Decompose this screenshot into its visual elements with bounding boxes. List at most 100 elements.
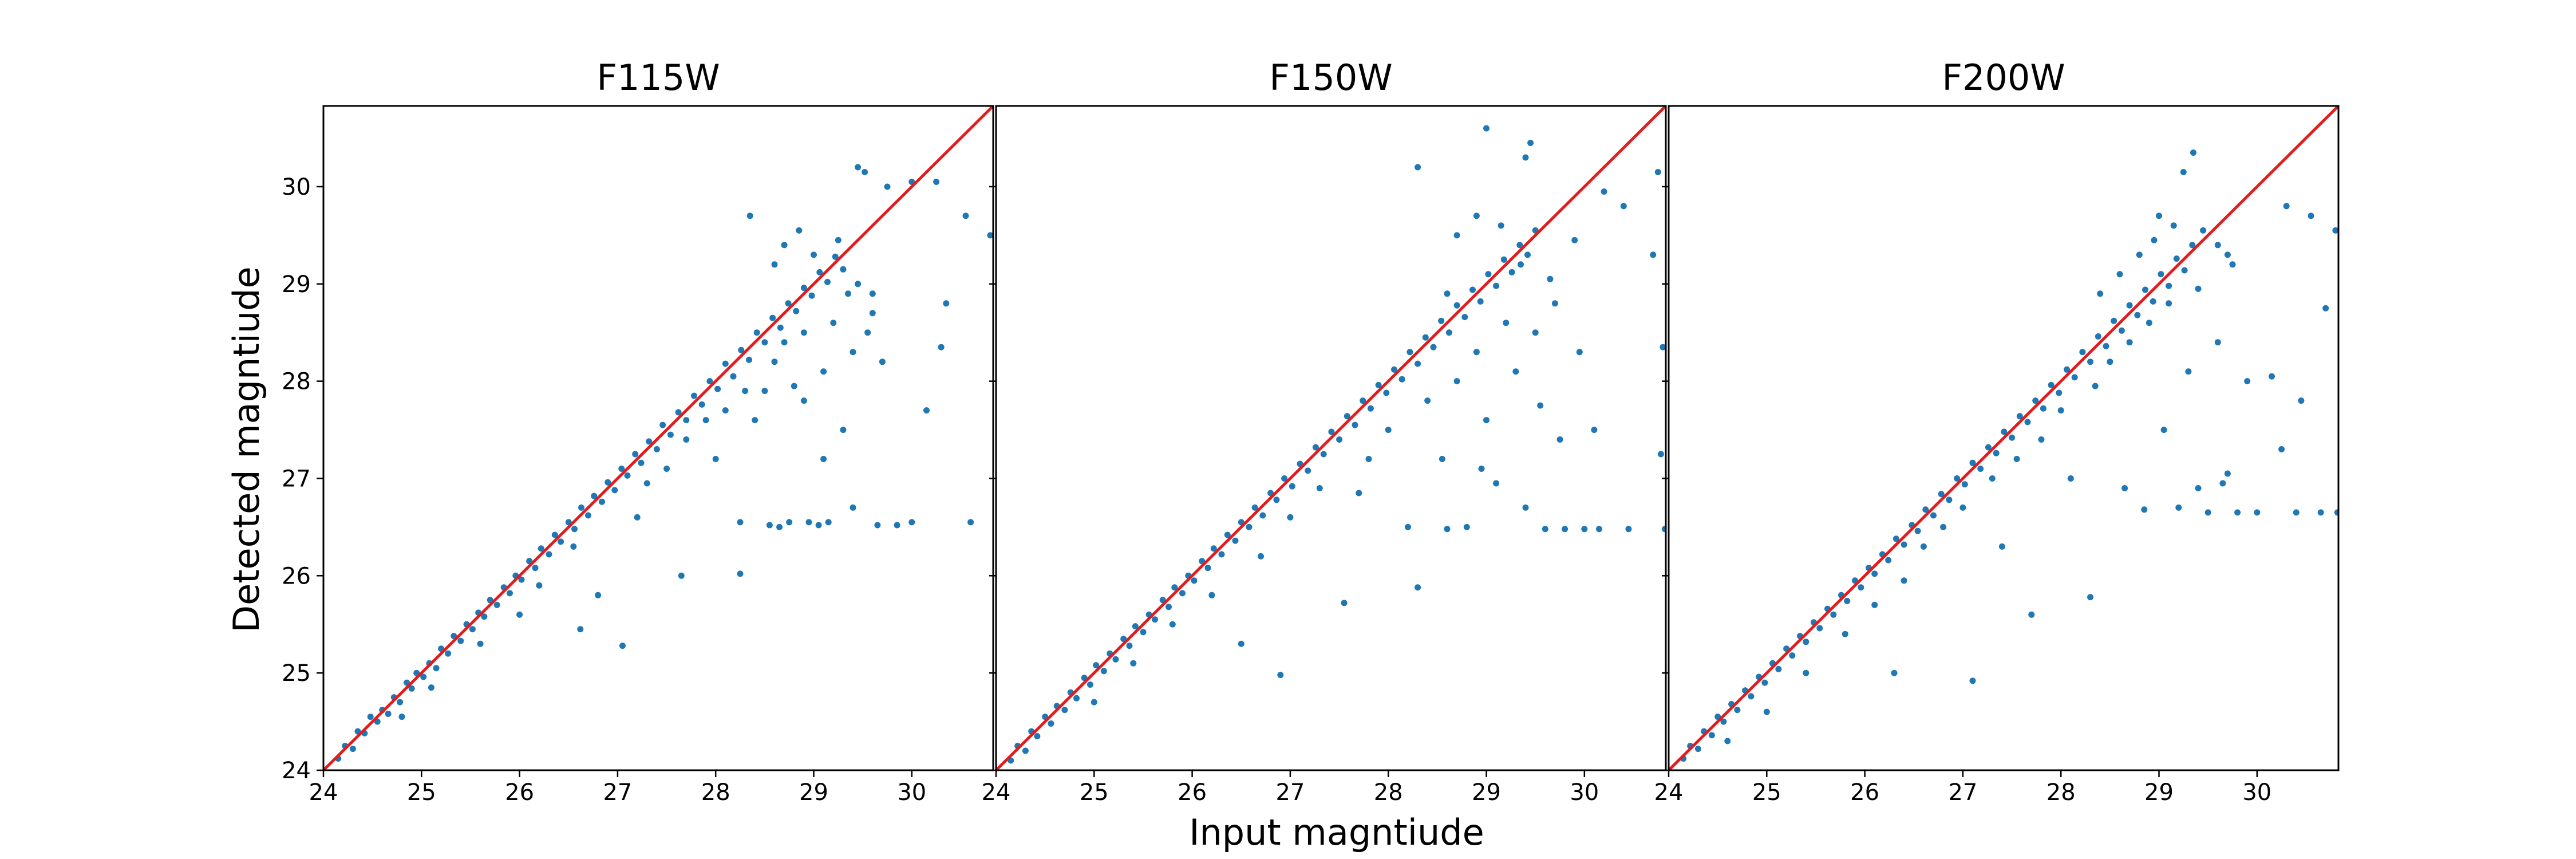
data-point <box>1914 527 1921 534</box>
data-point <box>532 565 539 572</box>
data-point <box>987 232 993 239</box>
panel-title: F150W <box>1269 57 1392 98</box>
panel-title: F115W <box>596 57 720 98</box>
x-tick-label: 26 <box>1850 779 1879 806</box>
data-point <box>408 685 415 692</box>
data-point <box>2009 434 2016 441</box>
data-point <box>738 346 745 353</box>
data-point <box>737 570 744 577</box>
data-point <box>2028 611 2035 618</box>
data-point <box>2126 302 2133 309</box>
data-point <box>845 290 851 297</box>
data-point <box>659 421 666 428</box>
data-point <box>2278 446 2285 452</box>
data-point <box>1277 672 1284 679</box>
data-point <box>683 436 690 443</box>
data-point <box>1542 526 1548 533</box>
data-point <box>1312 444 1319 451</box>
data-point <box>2332 227 2338 234</box>
data-point <box>800 329 807 336</box>
data-point <box>634 514 641 521</box>
data-point <box>1562 526 1568 533</box>
plot-area <box>323 106 993 770</box>
y-tick-label: 29 <box>282 271 311 298</box>
data-point <box>2040 405 2046 412</box>
data-point <box>1518 261 1524 268</box>
data-point <box>1477 298 1484 305</box>
data-point <box>1356 490 1362 497</box>
data-point <box>1508 269 1515 275</box>
data-point <box>796 227 803 234</box>
data-point <box>2087 358 2094 365</box>
data-point <box>1022 747 1029 754</box>
data-point <box>2195 285 2202 292</box>
data-point <box>1922 506 1929 513</box>
data-point <box>2118 327 2125 334</box>
data-point <box>1140 629 1147 636</box>
data-point <box>2189 242 2196 249</box>
data-point <box>850 349 856 356</box>
data-point <box>855 164 862 171</box>
data-point <box>1596 526 1602 533</box>
data-point <box>2116 271 2123 278</box>
data-point <box>769 314 776 321</box>
data-point <box>1179 590 1186 597</box>
data-point <box>1657 451 1664 458</box>
data-point <box>1993 450 2000 456</box>
x-tick-label: 24 <box>1654 779 1684 806</box>
data-point <box>1547 275 1554 282</box>
data-point <box>457 637 464 644</box>
data-point <box>1724 738 1731 744</box>
data-point <box>771 358 778 365</box>
data-point <box>2016 413 2023 420</box>
data-point <box>2024 419 2031 425</box>
data-point <box>1871 570 1878 577</box>
data-point <box>1885 557 1892 564</box>
panel-frame <box>1668 105 2340 771</box>
data-point <box>2057 407 2064 414</box>
data-point <box>1385 427 1392 434</box>
data-point <box>1522 504 1529 511</box>
data-point <box>1532 329 1539 336</box>
plot-area <box>1669 106 2338 770</box>
data-point <box>1208 592 1215 598</box>
data-point <box>1415 584 1421 591</box>
data-point <box>2103 343 2109 349</box>
data-point <box>938 344 945 350</box>
data-point <box>850 504 856 511</box>
data-point <box>825 519 832 526</box>
data-point <box>570 543 577 550</box>
data-point <box>698 401 705 408</box>
data-point <box>840 266 847 273</box>
data-point <box>1061 707 1068 714</box>
data-point <box>591 492 598 499</box>
data-point <box>777 324 784 331</box>
data-point <box>1858 584 1864 591</box>
data-point <box>1473 349 1480 356</box>
data-point <box>1871 601 1878 608</box>
data-point <box>869 310 876 317</box>
data-point <box>869 290 876 297</box>
data-point <box>771 261 778 268</box>
data-point <box>1844 598 1851 604</box>
data-point <box>820 456 827 462</box>
data-point <box>712 456 719 462</box>
data-point <box>546 551 552 558</box>
data-point <box>1473 212 1480 219</box>
data-point <box>2181 267 2188 274</box>
data-point <box>2079 349 2086 356</box>
data-point <box>1316 485 1323 491</box>
data-point <box>1093 662 1100 669</box>
data-point <box>611 487 618 494</box>
data-point <box>618 466 625 472</box>
data-point <box>1576 349 1583 356</box>
data-point <box>1232 537 1239 544</box>
x-axis-label: Input magntiude <box>1189 811 1484 853</box>
data-point <box>1551 300 1558 307</box>
data-point <box>2229 261 2236 268</box>
data-point <box>1469 286 1476 293</box>
data-point <box>835 237 841 243</box>
data-point <box>1445 329 1452 336</box>
data-point <box>1320 451 1327 458</box>
x-tick-label: 27 <box>603 779 632 806</box>
